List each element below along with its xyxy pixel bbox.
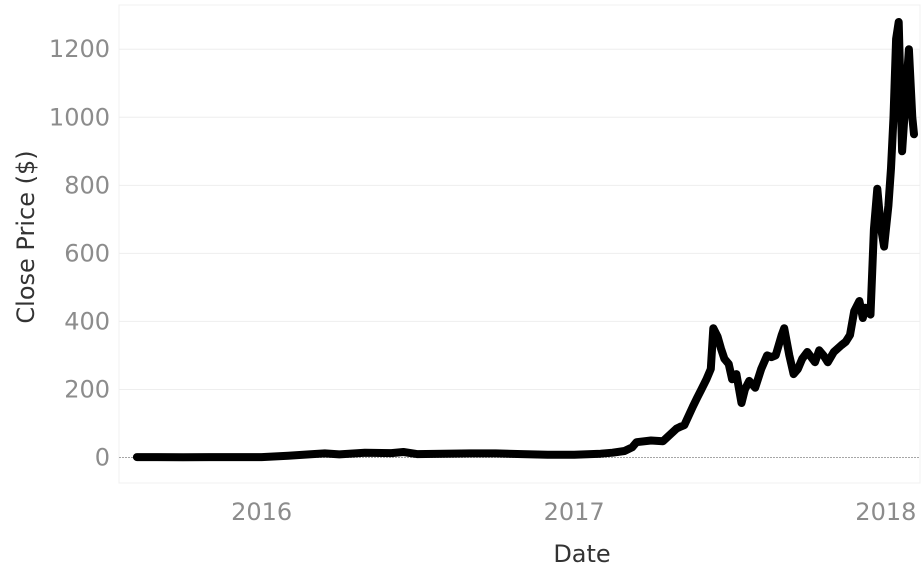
x-tick-label-2018: 2018 <box>855 498 916 526</box>
y-tick-label-200: 200 <box>64 375 110 403</box>
y-tick-label-400: 400 <box>64 307 110 335</box>
x-axis-tick-labels: 2016 2017 2018 <box>231 498 916 526</box>
y-axis-tick-labels: 0 200 400 600 800 1000 1200 <box>49 35 110 471</box>
x-tick-label-2016: 2016 <box>231 498 292 526</box>
gridlines <box>119 48 920 458</box>
x-tick-label-2017: 2017 <box>544 498 605 526</box>
series-line-0 <box>132 18 918 462</box>
plot-area-border <box>118 4 921 484</box>
series-layer <box>132 18 918 462</box>
y-tick-label-800: 800 <box>64 171 110 199</box>
y-tick-label-1200: 1200 <box>49 35 110 63</box>
y-tick-label-0: 0 <box>95 443 110 471</box>
y-tick-label-600: 600 <box>64 239 110 267</box>
y-tick-label-1000: 1000 <box>49 103 110 131</box>
x-axis-title: Date <box>553 540 610 568</box>
y-axis-title: Close Price ($) <box>12 150 40 323</box>
